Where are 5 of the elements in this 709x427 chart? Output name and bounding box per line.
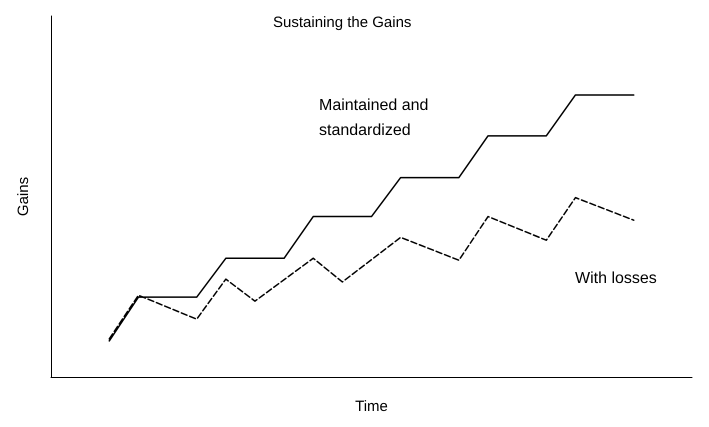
x-axis-title: Time bbox=[355, 398, 388, 415]
chart-title: Sustaining the Gains bbox=[273, 14, 412, 31]
y-axis-title: Gains bbox=[15, 176, 32, 216]
annotation: With losses bbox=[575, 270, 657, 287]
annotation: Maintained and standardized bbox=[319, 97, 428, 139]
